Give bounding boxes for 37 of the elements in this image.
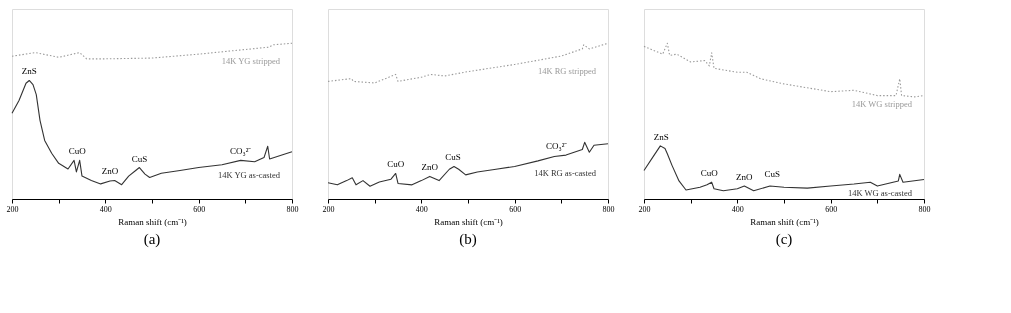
x-axis-title: Raman shift (cm⁻¹) xyxy=(118,216,187,227)
series-label: 14K WG as-casted xyxy=(847,188,913,199)
annotation: CO₃²⁻ xyxy=(545,141,568,152)
text: (c) xyxy=(775,231,793,248)
annotation: ZnS xyxy=(653,131,669,142)
annotation: CuS xyxy=(445,152,461,163)
text: (b) xyxy=(459,231,477,248)
x-tick-label: 400 xyxy=(415,204,428,214)
annotation: CuS xyxy=(764,169,781,180)
x-tick-label: 200 xyxy=(638,204,651,214)
x-tick-label: 200 xyxy=(322,204,335,214)
x-tick-label: 600 xyxy=(509,204,522,214)
series-label: 14K YG as-casted xyxy=(218,169,281,180)
annotation: CuO xyxy=(387,159,405,170)
annotation: CuO xyxy=(68,146,87,157)
annotation: CuO xyxy=(700,168,719,179)
series-label: 14K RG stripped xyxy=(537,66,597,77)
x-axis-title: Raman shift (cm⁻¹) xyxy=(434,216,503,227)
text: (a) xyxy=(143,231,161,248)
series-label: 14K WG stripped xyxy=(851,98,913,109)
x-tick-label: 400 xyxy=(731,204,744,214)
x-tick-label: 600 xyxy=(825,204,838,214)
x-tick-label: 800 xyxy=(602,204,615,214)
annotation: ZnO xyxy=(736,172,754,183)
annotation: CO₃²⁻ xyxy=(229,146,252,157)
annotation: ZnO xyxy=(421,162,439,173)
series-label: 14K RG as-casted xyxy=(534,168,597,179)
annotation: CuS xyxy=(131,153,148,164)
x-tick-label: 800 xyxy=(286,204,299,214)
series-label: 14K YG stripped xyxy=(221,56,281,67)
x-tick-label: 800 xyxy=(918,204,931,214)
x-tick-label: 600 xyxy=(193,204,206,214)
x-tick-label: 200 xyxy=(6,204,19,214)
annotation: ZnS xyxy=(21,66,37,77)
annotation: ZnO xyxy=(101,166,119,177)
x-axis-title: Raman shift (cm⁻¹) xyxy=(750,216,819,227)
x-tick-label: 400 xyxy=(99,204,112,214)
